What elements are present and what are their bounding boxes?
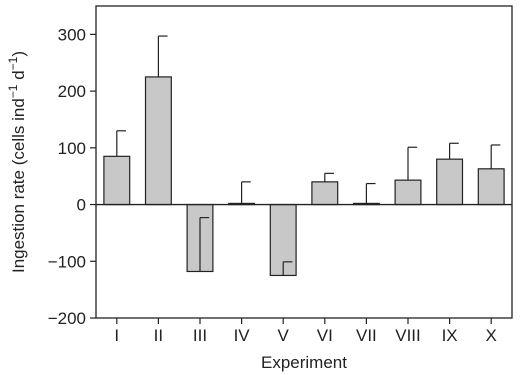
y-axis-title-mid: d <box>9 70 28 84</box>
x-tick-label-I: I <box>114 326 119 345</box>
y-tick-label--100: −100 <box>48 252 86 271</box>
x-axis-title: Experiment <box>261 353 347 372</box>
y-axis-title-end: ) <box>9 51 28 57</box>
bar-X <box>477 168 505 206</box>
x-tick-label-IV: IV <box>234 326 251 345</box>
bar-II <box>144 76 172 206</box>
x-tick-label-IX: IX <box>442 326 458 345</box>
bar-VI <box>311 181 339 206</box>
y-tick-label-300: 300 <box>58 25 86 44</box>
y-axis-title-main: Ingestion rate (cells ind <box>9 98 28 273</box>
bars-group <box>103 76 505 277</box>
bar-I <box>103 155 131 206</box>
y-ticks-group: −200 −100 0 100 200 300 <box>48 25 96 328</box>
x-tick-label-III: III <box>193 326 207 345</box>
y-tick-label-200: 200 <box>58 82 86 101</box>
y-tick-label-100: 100 <box>58 139 86 158</box>
x-tick-label-VI: VI <box>317 326 333 345</box>
y-axis-title-sup1: −1 <box>6 84 20 98</box>
y-tick-label-0: 0 <box>77 196 86 215</box>
bar-VIII <box>394 179 422 206</box>
plot-frame <box>95 5 513 319</box>
x-tick-label-II: II <box>154 326 163 345</box>
x-ticks-group: I II III IV V VI VII VIII IX X <box>114 318 497 345</box>
y-tick-label--200: −200 <box>48 309 86 328</box>
y-axis-title-sup2: −1 <box>6 56 20 70</box>
bar-IX <box>436 158 464 206</box>
error-bars-group <box>116 35 501 276</box>
y-axis-title: Ingestion rate (cells ind−1 d−1) <box>6 51 28 273</box>
x-tick-label-X: X <box>486 326 497 345</box>
x-tick-label-VII: VII <box>356 326 377 345</box>
x-tick-label-V: V <box>278 326 290 345</box>
x-tick-label-VIII: VIII <box>395 326 421 345</box>
